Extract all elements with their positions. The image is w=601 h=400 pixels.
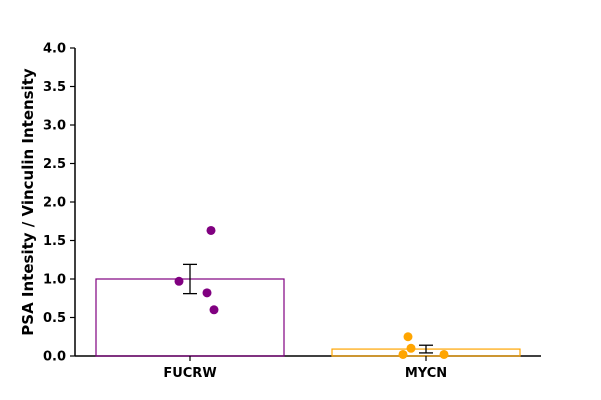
y-tick-label-7: 3.5	[43, 80, 66, 95]
y-tick-label-1: 0.5	[43, 311, 66, 326]
y-axis-title: PSA Intesity / Vinculin Intensity	[19, 68, 37, 336]
x-tick-label-mycn: MYCN	[405, 366, 447, 381]
plot-area: 0.0 0.5 1.0 1.5 2.0 2.5 3.0 3.5 4.0 FUCRW MYCN	[43, 42, 541, 381]
x-tick-label-fucrw: FUCRW	[163, 366, 216, 381]
point-fucrw-3	[209, 305, 219, 315]
y-tick-label-0: 0.0	[43, 350, 66, 365]
point-mycn-0	[403, 332, 413, 342]
point-fucrw-2	[202, 288, 212, 298]
y-tick-label-5: 2.5	[43, 157, 66, 172]
point-fucrw-1	[174, 276, 184, 286]
point-mycn-2	[398, 349, 408, 359]
y-tick-label-4: 2.0	[43, 196, 66, 211]
y-tick-label-3: 1.5	[43, 234, 66, 249]
point-mycn-3	[439, 349, 449, 359]
y-tick-label-6: 3.0	[43, 119, 66, 134]
y-tick-label-8: 4.0	[43, 42, 66, 57]
point-fucrw-0	[206, 225, 216, 235]
point-mycn-1	[406, 343, 416, 353]
y-tick-label-2: 1.0	[43, 273, 66, 288]
